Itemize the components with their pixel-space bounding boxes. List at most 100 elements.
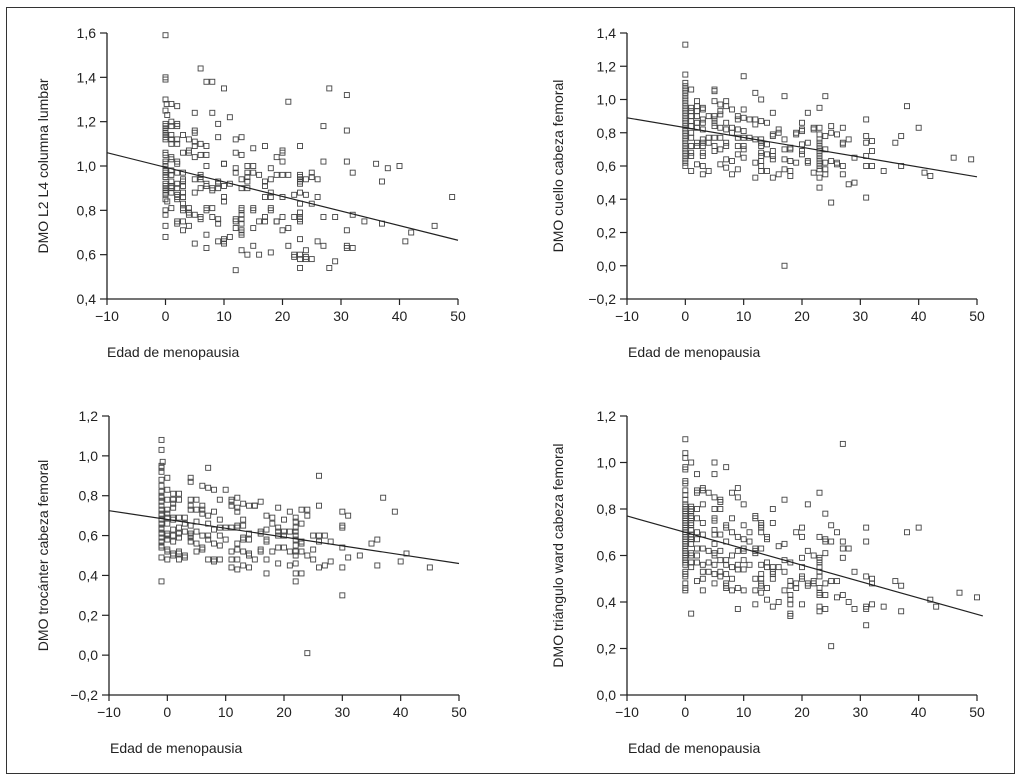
data-point xyxy=(927,173,934,179)
data-point xyxy=(787,158,794,164)
data-point xyxy=(816,131,823,138)
y-tick-label: 0,4 xyxy=(597,594,617,610)
y-tick-label: 0,8 xyxy=(597,125,617,141)
x-tick-label: 10 xyxy=(736,308,752,324)
data-point xyxy=(816,156,823,163)
data-point xyxy=(694,506,700,512)
data-point xyxy=(291,253,298,260)
data-point xyxy=(279,158,286,165)
data-point xyxy=(781,146,788,153)
x-tick-label: 10 xyxy=(736,704,752,720)
data-point xyxy=(304,512,311,519)
data-point xyxy=(199,502,206,509)
data-point xyxy=(191,138,198,145)
y-tick-label: 1,0 xyxy=(597,92,617,108)
y-tick-label: 0,4 xyxy=(597,191,617,207)
data-point xyxy=(740,522,747,529)
data-point xyxy=(851,179,858,186)
data-point xyxy=(193,528,200,535)
data-point xyxy=(746,561,753,568)
y-tick-label: 1,0 xyxy=(77,158,97,174)
x-tick-label: 30 xyxy=(853,704,869,720)
data-point xyxy=(810,169,817,176)
data-point xyxy=(699,171,706,178)
data-point xyxy=(234,494,241,501)
data-point xyxy=(286,548,293,555)
data-point xyxy=(816,608,823,615)
data-point xyxy=(816,533,823,540)
data-point xyxy=(181,552,188,559)
data-point xyxy=(251,502,258,509)
data-point xyxy=(263,526,270,533)
data-point xyxy=(164,530,171,537)
data-point xyxy=(170,538,177,545)
data-point xyxy=(682,116,689,123)
data-point xyxy=(250,145,257,152)
data-point xyxy=(292,528,299,535)
y-tick-label: 1,6 xyxy=(77,25,97,41)
data-point xyxy=(302,256,309,263)
data-point xyxy=(834,529,840,536)
data-point xyxy=(787,582,794,589)
data-point xyxy=(343,227,350,234)
data-point xyxy=(203,78,210,85)
data-point xyxy=(682,103,689,110)
x-tick-label: 10 xyxy=(218,704,234,720)
data-point xyxy=(164,510,171,517)
data-point xyxy=(199,544,206,551)
data-point xyxy=(187,502,194,509)
data-point xyxy=(729,489,735,496)
data-point xyxy=(682,41,689,48)
data-point xyxy=(688,113,695,120)
y-tick-label: 0,0 xyxy=(597,687,617,703)
data-point xyxy=(699,575,706,582)
data-point xyxy=(740,143,747,150)
y-tick-label: 0,0 xyxy=(79,647,99,663)
data-point xyxy=(170,514,177,521)
data-point xyxy=(191,176,198,183)
data-point xyxy=(211,486,217,493)
data-point xyxy=(211,508,217,515)
scatter-points xyxy=(682,41,975,269)
data-point xyxy=(682,86,689,93)
data-point xyxy=(203,143,210,150)
data-point xyxy=(781,568,788,575)
data-point xyxy=(203,245,210,251)
y-tick-label: 0,8 xyxy=(79,488,99,504)
data-point xyxy=(222,536,229,543)
data-point xyxy=(176,514,182,521)
data-point xyxy=(834,161,840,168)
data-point xyxy=(158,476,165,483)
data-point xyxy=(297,218,303,225)
data-point xyxy=(209,187,216,194)
data-point xyxy=(181,514,188,521)
data-point xyxy=(374,536,381,543)
data-point xyxy=(250,169,257,176)
x-tick-label: 0 xyxy=(162,308,170,324)
data-point xyxy=(176,496,182,503)
data-point xyxy=(787,601,794,608)
y-tick-label: 1,2 xyxy=(77,114,97,130)
data-point xyxy=(234,508,241,515)
data-point xyxy=(304,506,311,513)
data-point xyxy=(168,123,175,130)
data-point xyxy=(851,568,858,575)
data-point xyxy=(187,474,194,481)
data-point xyxy=(191,143,198,150)
data-point xyxy=(711,134,718,141)
data-point xyxy=(292,532,299,539)
data-point xyxy=(816,166,823,173)
data-point xyxy=(332,258,339,265)
data-point xyxy=(275,524,282,531)
data-point xyxy=(764,119,770,126)
data-point xyxy=(781,156,788,163)
y-tick-label: −0,2 xyxy=(70,687,98,703)
data-point xyxy=(758,149,765,156)
data-point xyxy=(717,146,724,153)
data-point xyxy=(816,159,823,166)
x-tick-label: 0 xyxy=(681,704,689,720)
data-point xyxy=(162,96,169,103)
x-tick-label: 40 xyxy=(392,308,408,324)
data-point xyxy=(180,178,187,185)
